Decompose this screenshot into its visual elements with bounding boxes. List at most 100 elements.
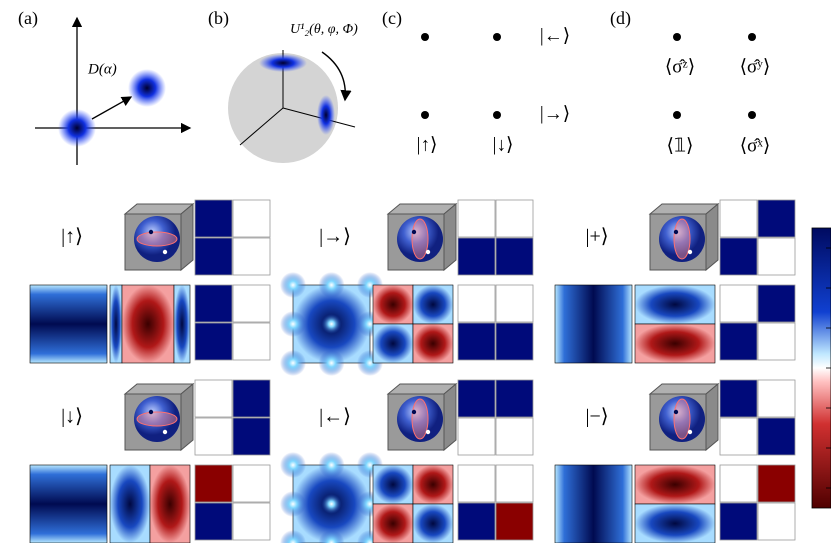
contour-region xyxy=(173,284,191,364)
dot xyxy=(421,111,429,119)
contour-spot xyxy=(321,314,342,334)
contour-region xyxy=(412,323,454,364)
contour-region xyxy=(372,503,414,544)
cube-face xyxy=(705,202,719,272)
operator: U¹₂(θ, φ, Φ) xyxy=(290,22,358,37)
blob xyxy=(259,54,307,72)
matrix-cell xyxy=(194,417,233,456)
matrix-cell xyxy=(457,417,496,456)
matrix-cell xyxy=(457,322,496,361)
panel-label: (d) xyxy=(610,8,631,29)
contour-spot xyxy=(280,272,306,298)
contour-region xyxy=(412,503,454,544)
sphere-point xyxy=(673,229,679,235)
sphere-band xyxy=(136,411,178,427)
contour-region xyxy=(634,503,716,544)
matrix-cell xyxy=(495,284,534,323)
blob xyxy=(128,69,166,107)
matrix-cell xyxy=(457,464,496,503)
matrix-cell xyxy=(495,464,534,503)
contour-region xyxy=(109,284,123,364)
rotation-arrow xyxy=(321,51,352,102)
matrix-cell xyxy=(457,237,496,276)
dot xyxy=(493,33,501,41)
matrix-cell xyxy=(757,379,796,418)
bloch-sphere xyxy=(134,396,180,442)
matrix-cell xyxy=(232,379,271,418)
state-label: |↓⟩ xyxy=(61,406,83,428)
sphere-point xyxy=(162,429,168,435)
contour-spot xyxy=(318,452,345,478)
contour-region xyxy=(372,284,414,325)
contour-region xyxy=(412,464,454,505)
matrix-cell xyxy=(194,284,233,323)
matrix-cell xyxy=(457,502,496,541)
matrix-cell xyxy=(719,237,758,276)
state-label: |←⟩ xyxy=(540,25,570,46)
contour-region xyxy=(29,464,108,544)
matrix-cell xyxy=(232,464,271,503)
matrix-cell xyxy=(719,284,758,323)
matrix-cell xyxy=(194,379,233,418)
sphere-band xyxy=(673,218,691,260)
cube-face xyxy=(180,382,194,452)
cube-face xyxy=(180,202,194,272)
matrix-cell xyxy=(495,199,534,238)
matrix-cell xyxy=(757,464,796,503)
sphere-point xyxy=(425,429,431,435)
matrix-cell xyxy=(495,502,534,541)
panel-label: (a) xyxy=(18,8,38,29)
sphere-point xyxy=(673,409,679,415)
observable-label: ⟨σ̂ˣ⟩ xyxy=(740,135,771,156)
sphere-point xyxy=(411,409,417,415)
matrix-cell xyxy=(757,199,796,238)
operator: D(α) xyxy=(87,61,117,77)
contour-spot xyxy=(318,350,345,376)
matrix-cell xyxy=(495,237,534,276)
matrix-cell xyxy=(232,237,271,276)
matrix-cell xyxy=(457,379,496,418)
contour-region xyxy=(412,284,454,325)
matrix-cell xyxy=(457,199,496,238)
state-label: |←⟩ xyxy=(319,406,351,428)
sphere-point xyxy=(148,229,154,235)
panel-label: (b) xyxy=(208,8,229,29)
matrix-cell xyxy=(194,199,233,238)
contour-region xyxy=(149,464,191,544)
matrix-cell xyxy=(757,502,796,541)
axis xyxy=(239,107,284,146)
sphere-band xyxy=(673,398,691,440)
observable-label: ⟨𝟙⟩ xyxy=(667,135,694,156)
matrix-cell xyxy=(719,464,758,503)
contour-spot xyxy=(280,350,306,376)
cube-face xyxy=(443,202,457,272)
matrix-cell xyxy=(194,502,233,541)
state-label: |→⟩ xyxy=(540,103,570,124)
observable-label: ⟨σ̂ʸ⟩ xyxy=(740,56,771,77)
sphere-band xyxy=(411,398,429,440)
dot xyxy=(673,33,681,41)
matrix-cell xyxy=(719,417,758,456)
colorbar xyxy=(811,227,831,509)
state-label: |↑⟩ xyxy=(417,134,438,155)
dot xyxy=(748,111,756,119)
matrix-cell xyxy=(719,379,758,418)
contour-region xyxy=(634,284,716,325)
matrix-cell xyxy=(194,464,233,503)
dot xyxy=(673,111,681,119)
sphere-point xyxy=(162,249,168,255)
matrix-cell xyxy=(495,322,534,361)
contour-region xyxy=(372,323,414,364)
contour-region xyxy=(554,464,633,544)
matrix-cell xyxy=(232,417,271,456)
sphere-point xyxy=(687,429,693,435)
sphere-point xyxy=(425,249,431,255)
matrix-cell xyxy=(757,417,796,456)
panel-label: (c) xyxy=(382,8,402,29)
matrix-cell xyxy=(194,322,233,361)
matrix-cell xyxy=(757,237,796,276)
matrix-cell xyxy=(719,199,758,238)
